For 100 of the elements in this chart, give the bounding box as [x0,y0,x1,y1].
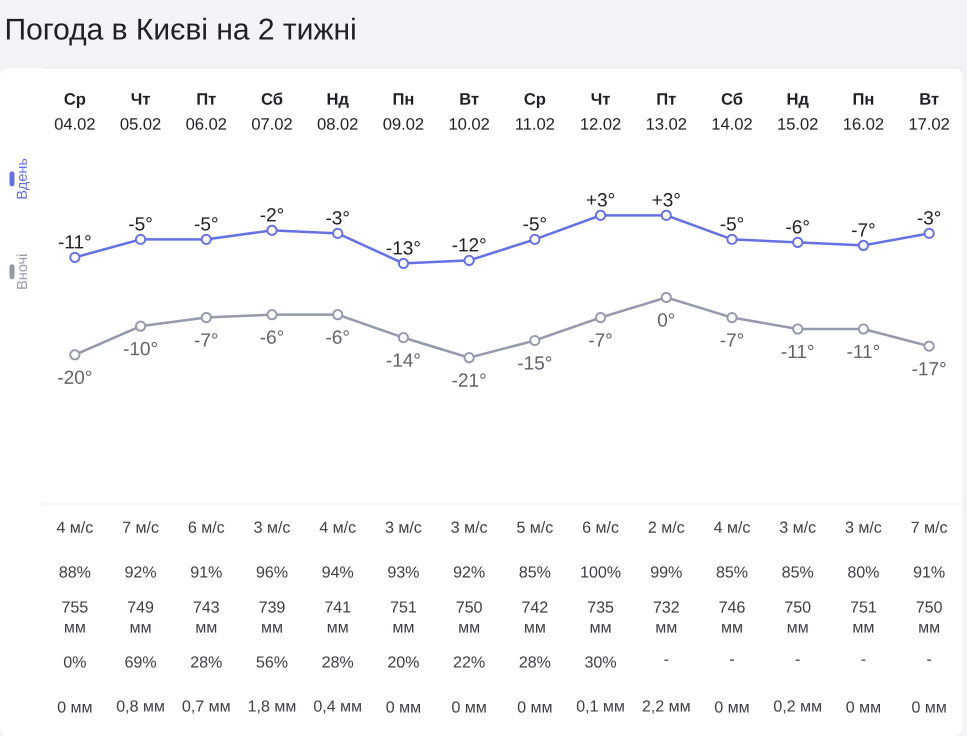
data-label: -6° [260,330,284,344]
text: - [927,660,932,661]
text: 0 мм [912,701,946,713]
point [135,320,146,332]
data-label: -11° [782,344,814,358]
text: 85% [520,566,550,578]
x-tick-label: Чт 12.02 [581,93,620,130]
text: 28% [191,656,222,668]
data-label: -5° [720,217,744,231]
point [858,240,869,251]
text: 0 мм [386,701,420,713]
text: 22% [454,656,485,668]
text: 732 мм [654,601,679,633]
text: 735 мм [588,601,614,633]
point [398,332,409,344]
text: 3 м/с [386,521,422,533]
text: 93% [388,566,419,578]
point [135,234,146,245]
text: 4 м/с [56,521,93,533]
text: 746 мм [719,601,745,633]
point [595,210,606,221]
text: 751 мм [390,601,416,632]
data-label: -14° [386,353,420,367]
x-tick-label: Сб 07.02 [252,92,292,130]
point [398,258,409,269]
point [924,340,935,352]
x-tick-label: Нд 15.02 [778,93,818,130]
data-label: -17° [912,362,946,376]
point [266,309,278,320]
x-tick-label: Пн 16.02 [844,93,884,130]
text: 0 мм [714,701,749,713]
text: 0% [64,656,86,668]
data-label: -13° [386,241,420,255]
x-tick-label: Пт 06.02 [186,93,226,130]
text: 6 м/с [582,521,619,533]
point [529,334,540,346]
data-label: +3° [652,193,680,207]
point [595,312,606,324]
text: 750 мм [456,601,482,633]
text: 749 мм [128,601,154,633]
text: 755 мм [62,601,88,632]
text: 100% [581,566,620,578]
text: 6 м/с [188,521,224,533]
text: 742 мм [522,601,548,633]
text: 3 м/с [846,521,882,533]
data-label: -2° [260,208,284,222]
chart-title: Погода в Києві на 2 тижні [6,18,355,46]
text: 91% [191,566,222,578]
point [660,210,672,221]
point [858,323,869,335]
text: 4 м/с [714,521,750,533]
data-label: +3° [586,193,614,207]
text: 96% [256,566,288,578]
point [660,292,672,304]
text: 7 м/с [123,521,159,533]
point [924,228,935,239]
point [332,309,344,320]
text: 30% [585,656,616,668]
text: 2,2 мм [642,700,690,714]
x-tick-label: Вт 10.02 [450,93,489,130]
data-label: -5° [129,217,152,231]
text: 85% [782,566,814,578]
x-tick-label: Ср 04.02 [54,93,95,130]
text: 69% [125,656,156,668]
text: 56% [256,656,288,668]
x-tick-label: Чт 05.02 [120,93,160,130]
text: 85% [716,566,748,578]
text: 80% [848,566,879,578]
text: 0,7 мм [182,700,230,714]
text: 3 м/с [254,521,290,533]
x-tick-label: Пт 13.02 [646,93,686,130]
text: 750 мм [785,601,810,633]
point [332,228,344,239]
x-tick-label: Вт 17.02 [910,93,949,130]
text: 5 м/с [517,521,553,533]
data-label: -12° [452,238,486,252]
legend-label: Вдень [16,158,30,198]
x-tick-label: Сб 14.02 [712,92,752,130]
point [792,323,804,335]
text: 3 м/с [780,521,816,533]
text: - [861,660,866,661]
text: 743 мм [194,601,219,633]
text: 0,1 мм [576,700,624,714]
data-label: -3° [326,211,349,225]
text: 0 мм [452,701,486,713]
data-label: -7° [720,333,744,347]
point [726,234,738,245]
data-label: -15° [518,356,552,370]
text: 88% [60,566,90,578]
text: - [796,660,800,661]
data-label: -11° [58,235,91,248]
point [69,349,80,360]
x-tick-label: Нд 08.02 [318,93,358,130]
text: 99% [651,566,682,578]
point [464,352,475,364]
data-label: -5° [523,217,546,231]
text: 28% [322,656,354,668]
data-label: -21° [452,373,486,387]
data-label: 0° [658,313,674,327]
point [726,312,738,324]
